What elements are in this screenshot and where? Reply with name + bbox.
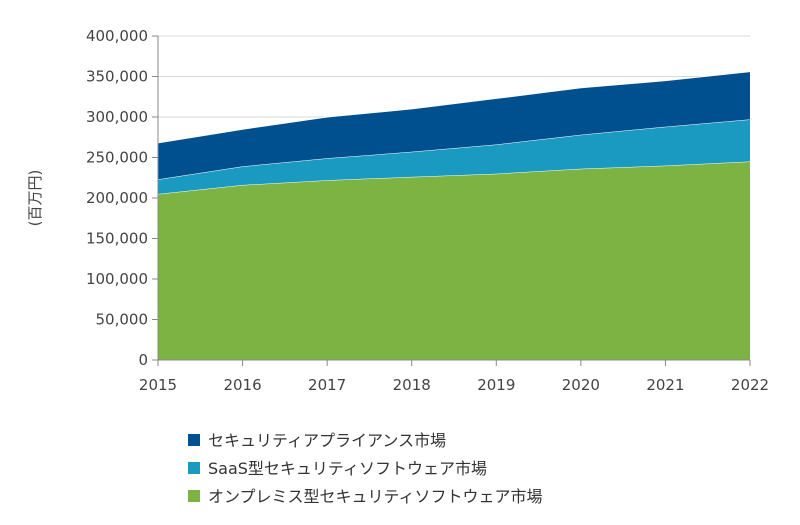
area-series-1 (158, 119, 750, 194)
legend-label: オンプレミス型セキュリティソフトウェア市場 (208, 487, 543, 506)
area-series-edge-2 (157, 71, 751, 144)
y-tick-label: 50,000 (96, 311, 149, 329)
legend-label: セキュリティアプライアンス市場 (208, 431, 446, 450)
x-tick-label: 2016 (223, 376, 261, 394)
y-tick-label: 150,000 (86, 230, 148, 248)
x-tick-label: 2019 (477, 376, 515, 394)
y-tick-label: 100,000 (86, 270, 148, 288)
y-tick-label: 350,000 (86, 68, 148, 86)
legend-swatch (188, 434, 200, 446)
y-tick-label: 250,000 (86, 149, 148, 167)
y-tick-label: 0 (138, 351, 148, 369)
y-tick-label: 200,000 (86, 189, 148, 207)
legend-swatch (188, 462, 200, 474)
area-series-0 (158, 161, 750, 360)
legend-label: SaaS型セキュリティソフトウェア市場 (208, 459, 487, 478)
legend-swatch (188, 490, 200, 502)
axis-layer: 0 50,000 100,000 150,000 200,000 250,000 300,0… (26, 27, 769, 394)
x-tick-label: 2021 (646, 376, 684, 394)
x-tick-label: 2015 (139, 376, 177, 394)
x-tick-label: 2020 (562, 376, 600, 394)
y-axis-title: (百万円) (26, 170, 44, 227)
area-layer (157, 71, 751, 360)
y-tick-label: 300,000 (86, 108, 148, 126)
x-tick-label: 2017 (308, 376, 346, 394)
legend: セキュリティアプライアンス市場 SaaS型セキュリティソフトウェア市場オンプレミス… (188, 431, 543, 506)
x-tick-label: 2018 (393, 376, 431, 394)
x-tick-label: 2022 (731, 376, 769, 394)
y-tick-label: 400,000 (86, 27, 148, 45)
area-series-2 (158, 71, 750, 180)
